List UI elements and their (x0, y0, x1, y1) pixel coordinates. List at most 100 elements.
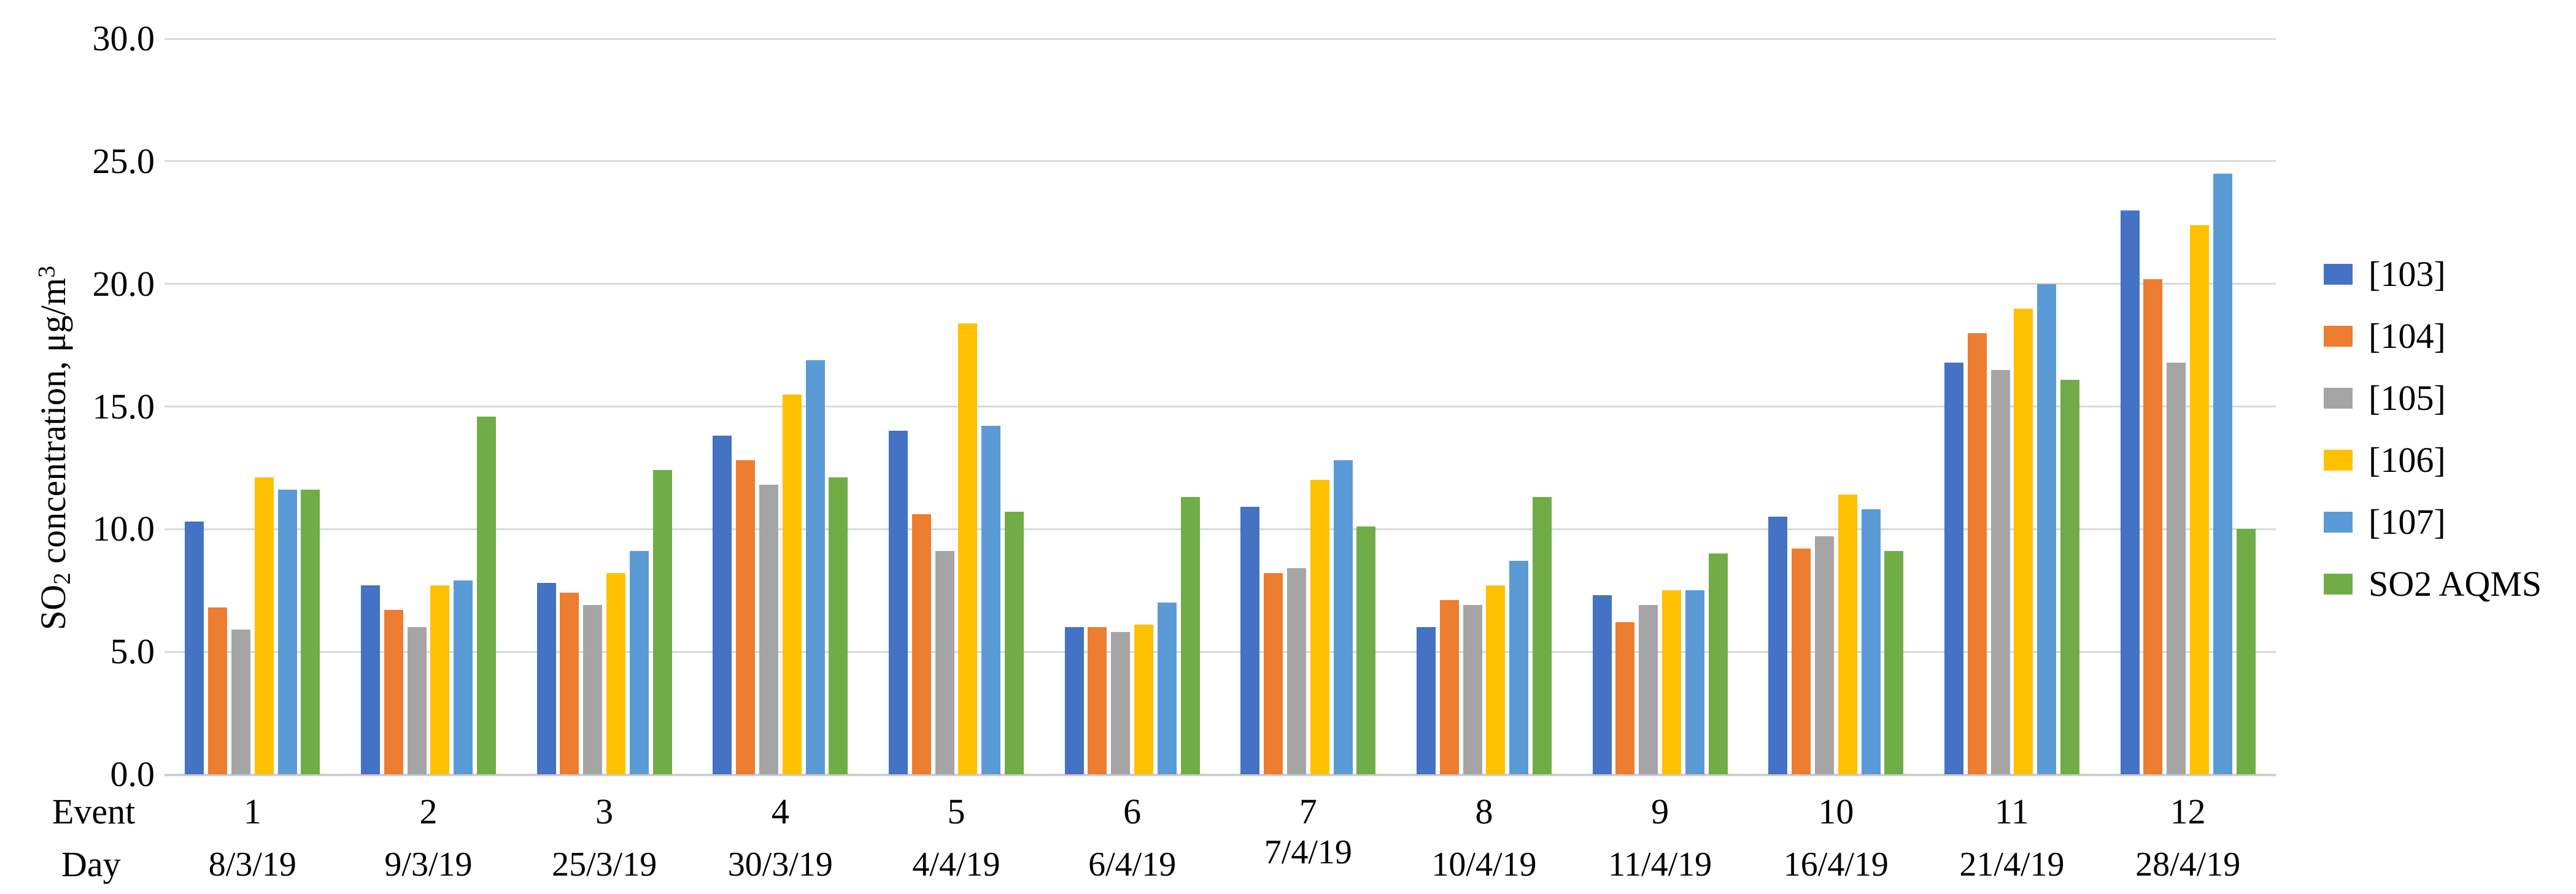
event-number-label: 4 (771, 792, 789, 831)
bar-107-event-9 (1685, 590, 1704, 774)
bar-SO2AQMS-event-1 (301, 490, 320, 774)
bar-105-event-3 (583, 605, 603, 774)
bar-SO2AQMS-event-6 (1180, 497, 1200, 774)
day-date-label: 7/4/19 (1264, 833, 1352, 871)
bar-SO2AQMS-event-11 (2060, 379, 2079, 774)
y-tick-label: 20.0 (92, 263, 155, 304)
bar-104-event-1 (208, 607, 228, 774)
bar-SO2AQMS-event-2 (477, 416, 496, 774)
bar-104-event-6 (1088, 627, 1107, 774)
bar-103-event-11 (1944, 362, 1963, 774)
bar-SO2AQMS-event-12 (2236, 529, 2256, 774)
legend-label: [105] (2369, 378, 2446, 418)
gridline (164, 406, 2276, 407)
bar-SO2AQMS-event-5 (1005, 512, 1024, 774)
bar-104-event-4 (736, 460, 756, 774)
bar-105-event-11 (1990, 369, 2010, 774)
bar-SO2AQMS-event-3 (652, 470, 672, 774)
legend-swatch-icon (2324, 511, 2353, 533)
bar-107-event-3 (629, 551, 649, 774)
bar-105-event-6 (1111, 632, 1131, 774)
legend-label: [106] (2369, 440, 2446, 480)
y-axis-title-text: SO (33, 584, 74, 631)
event-number-label: 2 (419, 792, 438, 831)
legend: [103] [104] [105] [106] [107] SO2 AQMS (2324, 243, 2542, 615)
day-date-label: 25/3/19 (552, 846, 657, 884)
bar-106-event-1 (254, 477, 274, 774)
legend-swatch-icon (2324, 387, 2353, 409)
y-tick-label: 15.0 (92, 386, 155, 426)
x-axis-line (164, 773, 2276, 776)
y-tick-label: 5.0 (110, 631, 155, 672)
bar-107-event-12 (2213, 173, 2232, 774)
legend-item-103: [103] (2324, 243, 2542, 305)
bar-107-event-4 (805, 360, 825, 774)
bar-103-event-7 (1240, 507, 1260, 774)
gridline (164, 528, 2276, 530)
event-number-label: 7 (1299, 792, 1317, 831)
bar-104-event-11 (1967, 333, 1987, 774)
gridline (164, 650, 2276, 653)
event-number-label: 6 (1123, 792, 1142, 831)
day-date-label: 21/4/19 (1959, 846, 2065, 884)
day-date-label: 30/3/19 (727, 846, 833, 884)
y-tick-label: 25.0 (92, 141, 155, 181)
legend-swatch-icon (2324, 573, 2353, 595)
legend-item-106: [106] (2324, 429, 2542, 491)
legend-label: SO2 AQMS (2369, 564, 2542, 604)
plot-area (164, 37, 2276, 776)
day-date-label: 28/4/19 (2135, 846, 2241, 884)
bar-105-event-2 (407, 627, 427, 774)
bar-107-event-5 (981, 426, 1001, 774)
bar-106-event-5 (958, 323, 978, 774)
bar-104-event-5 (911, 514, 931, 774)
bar-SO2AQMS-event-10 (1884, 551, 1904, 774)
bar-105-event-9 (1639, 605, 1658, 774)
bar-105-event-1 (231, 630, 250, 774)
day-row-label: Day (61, 844, 121, 884)
bar-104-event-2 (384, 610, 403, 774)
gridline (164, 160, 2276, 163)
legend-swatch-icon (2324, 263, 2353, 285)
bar-104-event-8 (1439, 600, 1459, 774)
bar-105-event-10 (1814, 536, 1834, 774)
bar-103-event-5 (889, 431, 908, 774)
bar-105-event-12 (2167, 362, 2186, 774)
day-date-label: 10/4/19 (1431, 846, 1537, 884)
bar-SO2AQMS-event-8 (1533, 497, 1552, 774)
bar-106-event-6 (1134, 625, 1154, 774)
y-tick-label: 0.0 (110, 754, 155, 794)
bar-106-event-7 (1310, 480, 1329, 774)
event-number-label: 12 (2170, 792, 2206, 831)
gridline (164, 37, 2276, 40)
bar-107-event-1 (277, 490, 297, 774)
bar-107-event-10 (1861, 509, 1881, 774)
bar-103-event-12 (2120, 210, 2140, 774)
day-date-label: 6/4/19 (1088, 846, 1177, 884)
bar-104-event-7 (1264, 573, 1283, 774)
event-number-label: 11 (1995, 792, 2029, 831)
bar-103-event-3 (536, 583, 556, 774)
event-number-label: 1 (243, 792, 261, 831)
legend-item-105: [105] (2324, 367, 2542, 429)
y-tick-label: 30.0 (92, 18, 155, 58)
bar-103-event-1 (185, 522, 204, 774)
bar-105-event-7 (1286, 568, 1306, 774)
bar-106-event-4 (782, 394, 802, 774)
y-tick-label: 10.0 (92, 509, 155, 549)
legend-label: [107] (2369, 502, 2446, 542)
gridline (164, 283, 2276, 285)
bar-103-event-9 (1592, 595, 1612, 774)
day-date-label: 9/3/19 (384, 846, 473, 884)
bar-SO2AQMS-event-7 (1356, 526, 1376, 774)
bar-104-event-9 (1615, 622, 1635, 774)
event-number-label: 3 (595, 792, 614, 831)
legend-item-107: [107] (2324, 491, 2542, 553)
legend-swatch-icon (2324, 325, 2353, 347)
bar-106-event-2 (430, 585, 450, 774)
legend-swatch-icon (2324, 449, 2353, 471)
bar-106-event-8 (1486, 585, 1506, 774)
event-number-label: 10 (1818, 792, 1854, 831)
bar-107-event-2 (454, 580, 473, 774)
